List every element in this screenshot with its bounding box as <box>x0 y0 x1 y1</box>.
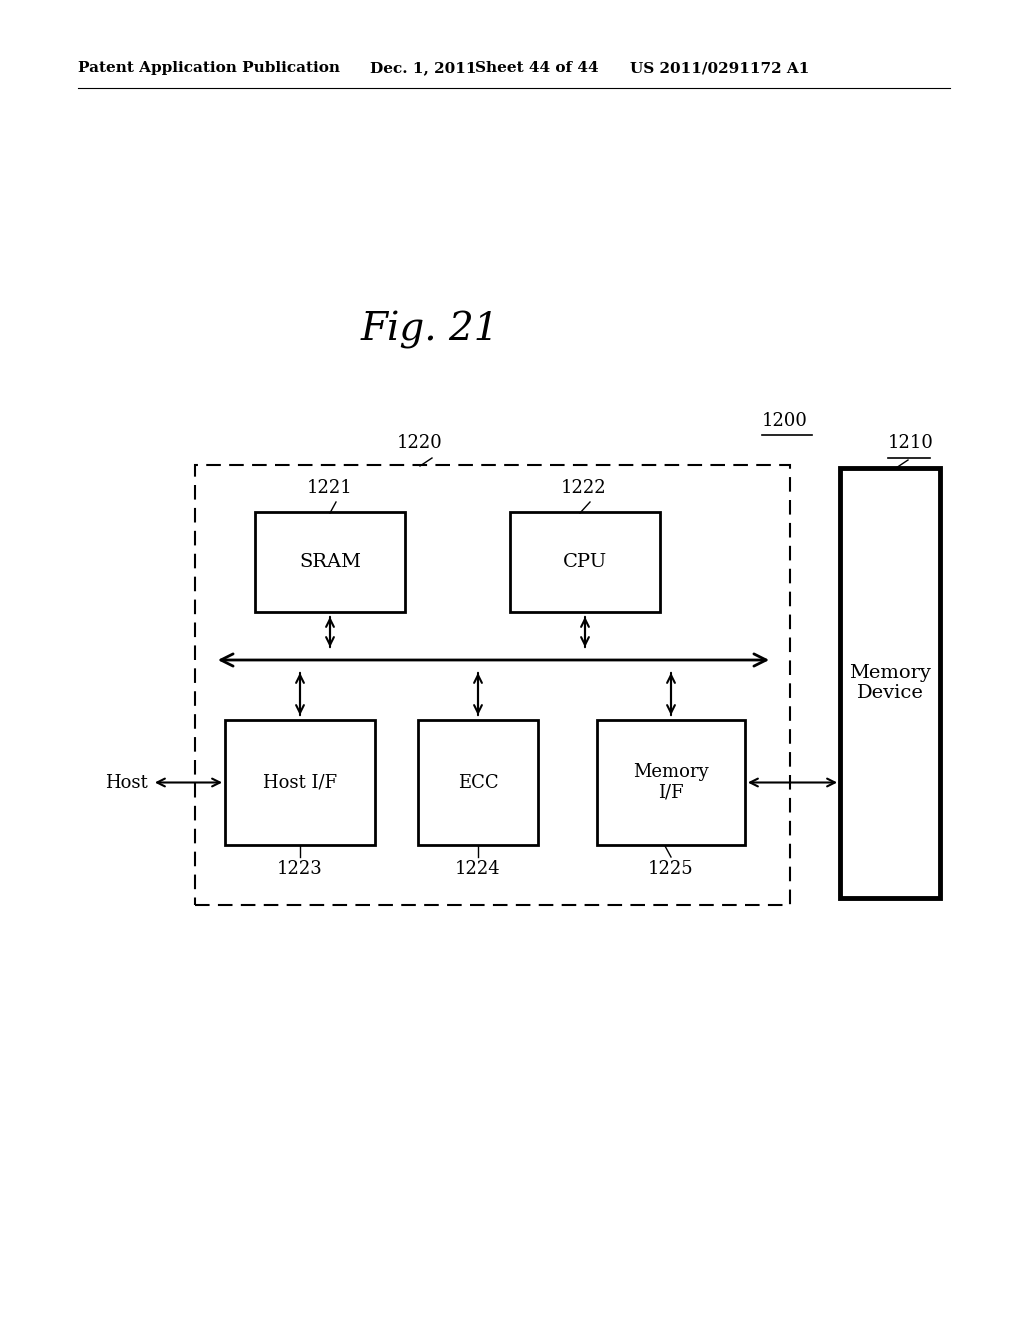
Text: SRAM: SRAM <box>299 553 361 572</box>
FancyBboxPatch shape <box>195 465 790 906</box>
Text: US 2011/0291172 A1: US 2011/0291172 A1 <box>630 61 809 75</box>
Text: 1224: 1224 <box>456 861 501 878</box>
Text: 1223: 1223 <box>278 861 323 878</box>
Text: Memory
I/F: Memory I/F <box>633 763 709 801</box>
Text: Sheet 44 of 44: Sheet 44 of 44 <box>475 61 599 75</box>
FancyBboxPatch shape <box>225 719 375 845</box>
Text: CPU: CPU <box>563 553 607 572</box>
Text: Dec. 1, 2011: Dec. 1, 2011 <box>370 61 476 75</box>
Text: 1225: 1225 <box>648 861 694 878</box>
Text: Fig. 21: Fig. 21 <box>360 312 500 348</box>
Text: ECC: ECC <box>458 774 499 792</box>
FancyBboxPatch shape <box>510 512 660 612</box>
Text: 1222: 1222 <box>561 479 607 498</box>
Text: 1210: 1210 <box>888 434 934 451</box>
Text: Host I/F: Host I/F <box>263 774 337 792</box>
Text: Host: Host <box>105 774 148 792</box>
FancyBboxPatch shape <box>597 719 745 845</box>
Text: 1220: 1220 <box>397 434 442 451</box>
FancyBboxPatch shape <box>255 512 406 612</box>
Text: Patent Application Publication: Patent Application Publication <box>78 61 340 75</box>
Text: Memory
Device: Memory Device <box>849 664 931 702</box>
FancyBboxPatch shape <box>840 469 940 898</box>
Text: 1221: 1221 <box>307 479 353 498</box>
FancyBboxPatch shape <box>418 719 538 845</box>
Text: 1200: 1200 <box>762 412 808 430</box>
